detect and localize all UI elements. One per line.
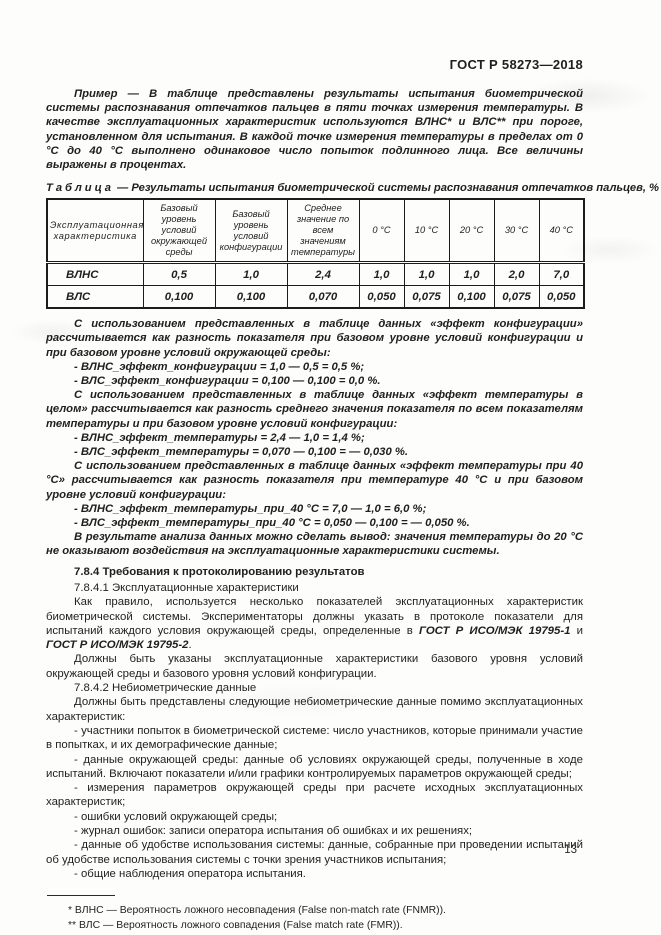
column-header: 10 °С (403, 198, 450, 265)
table-caption-text: — Результаты испытания биометрической си… (117, 182, 659, 195)
formula-line: - ВЛНС_эффект_конфигурации = 1,0 — 0,5 =… (74, 360, 365, 373)
table-cell: 0,5 (142, 262, 216, 287)
analysis-paragraph: С использованием представленных в таблиц… (46, 389, 583, 430)
section-paragraph: Должны быть представлены следующие небио… (46, 696, 583, 723)
results-table: Эксплуатационная характеристика Базовый … (46, 198, 585, 310)
footnote: ** ВЛС — Вероятность ложного совпадения … (68, 920, 403, 932)
column-header: 40 °С (538, 198, 585, 265)
table-cell: 0,100 (448, 285, 495, 309)
list-item: - ошибки условий окружающей среды; (74, 810, 278, 823)
list-item: - общие наблюдения оператора испытания. (74, 867, 306, 880)
column-header: Среднее значение по всем значениям темпе… (286, 198, 360, 265)
list-item: - измерения параметров окружающей среды … (46, 782, 583, 809)
table-cell: 1,0 (358, 262, 405, 287)
paragraph-text: и (570, 624, 584, 637)
table-row: ВЛС 0,100 0,100 0,070 0,050 0,075 0,100 … (46, 285, 585, 309)
table-cell: 0,050 (358, 285, 405, 309)
list-item: - данные окружающей среды: данные об усл… (46, 753, 583, 780)
formula-line: - ВЛНС_эффект_температуры = 2,4 — 1,0 = … (74, 431, 365, 444)
column-header: Эксплуатационная характеристика (46, 198, 144, 265)
table-cell: 0,050 (538, 285, 585, 309)
example-paragraph: Пример — В таблице представлены результа… (46, 88, 583, 172)
table-cell: 2,4 (286, 262, 360, 287)
column-header: Базовый уровень условий окружающей среды (142, 198, 216, 265)
formula-line: - ВЛНС_эффект_температуры_при_40 °С = 7,… (74, 502, 427, 515)
formula-line: - ВЛС_эффект_температуры = 0,070 — 0,100… (74, 446, 409, 459)
page-number: 13 (564, 844, 577, 856)
row-label: ВЛНС (46, 262, 144, 287)
column-header: Базовый уровень условий конфигурации (214, 198, 288, 265)
table-cell: 1,0 (403, 262, 450, 287)
column-header: 20 °С (448, 198, 495, 265)
table-row: ВЛНС 0,5 1,0 2,4 1,0 1,0 1,0 2,0 7,0 (46, 262, 585, 287)
section-paragraph: Как правило, используется несколько пока… (46, 595, 583, 652)
list-item: - данные об удобстве использования систе… (46, 839, 583, 866)
footnote: * ВЛНС — Вероятность ложного несовпадени… (68, 905, 446, 917)
section-7-8-4: 7.8.4 Требования к протоколированию резу… (46, 565, 583, 882)
table-cell: 2,0 (493, 262, 540, 287)
analysis-paragraph: С использованием представленных в таблиц… (46, 318, 583, 359)
section-heading: 7.8.4 Требования к протоколированию резу… (74, 565, 365, 578)
formula-line: - ВЛС_эффект_конфигурации = 0,100 — 0,10… (74, 375, 381, 388)
results-table-header: Эксплуатационная характеристика Базовый … (46, 198, 585, 265)
standard-reference: ГОСТ Р ИСО/МЭК 19795-1 (418, 624, 571, 637)
footnotes: * ВЛНС — Вероятность ложного несовпадени… (46, 895, 583, 933)
table-cell: 0,100 (142, 285, 216, 309)
table-caption-label: Таблица (46, 182, 114, 195)
table-cell: 1,0 (214, 262, 288, 287)
formula-line: - ВЛС_эффект_температуры_при_40 °С = 0,0… (74, 517, 470, 530)
doc-code: ГОСТ Р 58273—2018 (449, 57, 583, 72)
table-cell: 0,070 (286, 285, 360, 309)
standard-reference: ГОСТ Р ИСО/МЭК 19795-2 (46, 639, 189, 652)
page-content: ГОСТ Р 58273—2018 Пример — В таблице пре… (46, 57, 659, 933)
list-item: - участники попыток в биометрической сис… (46, 724, 583, 752)
table-cell: 1,0 (448, 262, 495, 287)
analysis-conclusion: В результате анализа данных можно сделат… (46, 531, 583, 558)
footnote-separator (47, 895, 115, 897)
column-header: 0 °С (358, 198, 405, 265)
paragraph-text: Как правило, используется несколько пока… (46, 596, 583, 637)
paragraph-text: . (188, 639, 192, 652)
column-header: 30 °С (493, 198, 540, 265)
table-cell: 0,075 (493, 285, 540, 309)
doc-header: ГОСТ Р 58273—2018 (46, 57, 583, 73)
analysis-paragraph: С использованием представленных в таблиц… (46, 460, 583, 501)
analysis-block: С использованием представленных в таблиц… (46, 317, 583, 558)
table-cell: 0,075 (403, 285, 450, 309)
table-caption: Таблица — Результаты испытания биометрич… (46, 181, 659, 195)
subsection-heading: 7.8.4.2 Небиометрические данные (74, 682, 257, 695)
table-cell: 0,100 (214, 285, 288, 309)
table-cell: 7,0 (538, 262, 585, 287)
row-label: ВЛС (46, 285, 144, 309)
list-item: - журнал ошибок: записи оператора испыта… (74, 825, 473, 838)
subsection-heading: 7.8.4.1 Эксплуатационные характеристики (74, 581, 299, 594)
section-paragraph: Должны быть указаны эксплуатационные хар… (46, 653, 583, 680)
